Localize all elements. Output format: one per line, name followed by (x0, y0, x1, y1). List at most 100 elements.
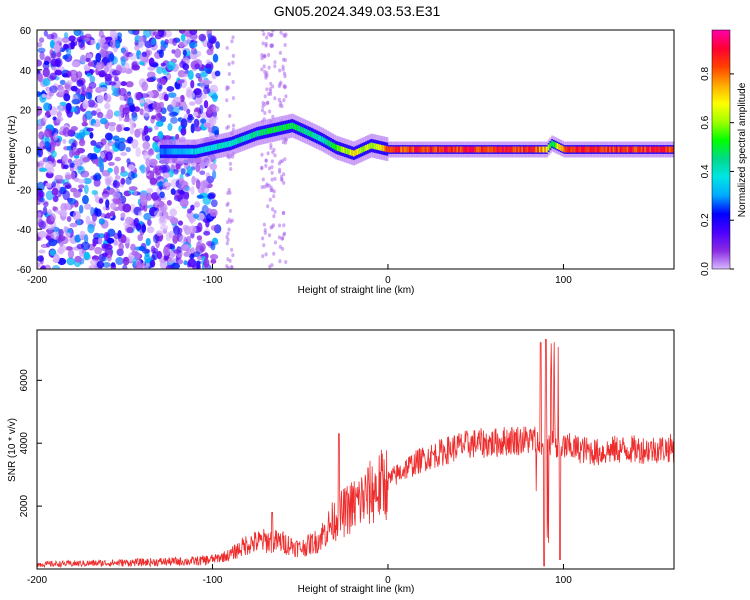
heatmap-cell (300, 126, 303, 133)
heatmap-cell (72, 146, 78, 152)
heatmap-cell (178, 235, 187, 244)
heatmap-cell (230, 218, 234, 223)
heatmap-cell (286, 123, 289, 130)
heatmap-cell (37, 146, 42, 156)
heatmap-cell (196, 194, 204, 199)
heatmap-cell (200, 118, 207, 124)
heatmap-cell (172, 234, 179, 244)
heatmap-cell (44, 128, 53, 138)
heatmap-cell (270, 165, 274, 170)
heatmap-cell (123, 221, 129, 227)
heatmap-cell (170, 188, 176, 195)
heatmap-cell (551, 140, 554, 147)
heatmap-cell (45, 190, 54, 201)
heatmap-cell (231, 154, 235, 159)
heatmap-cell (566, 146, 570, 153)
heatmap-cell (56, 159, 64, 164)
heatmap-cell (52, 195, 59, 203)
heatmap-cell (265, 87, 269, 92)
heatmap-cell (175, 148, 178, 155)
heatmap-cell (272, 126, 275, 133)
heatmap-cell (470, 146, 473, 153)
heatmap-cell (262, 54, 266, 59)
heatmap-cell (37, 72, 43, 83)
heatmap-cell (206, 48, 214, 56)
heatmap-cell (233, 139, 236, 146)
heatmap-cell (82, 156, 91, 163)
heatmap-cell (475, 146, 478, 153)
heatmap-cell (200, 147, 203, 154)
heatmap-cell (487, 146, 491, 153)
heatmap-cell (264, 163, 268, 168)
snr-frame (36, 329, 675, 570)
heatmap-cell (151, 38, 157, 46)
heatmap-cell (147, 127, 153, 133)
heatmap-cell (120, 56, 126, 67)
heatmap-cell (545, 146, 549, 153)
heatmap-cell (114, 175, 121, 180)
colorbar-label: Normalized spectral amplitude (737, 82, 748, 217)
heatmap-cell (37, 42, 43, 48)
heatmap-cell (287, 123, 291, 130)
heatmap-cell (107, 228, 116, 237)
heatmap-cell (258, 130, 261, 137)
heatmap-cell (45, 110, 51, 117)
heatmap-cell (182, 63, 190, 71)
heatmap-cell (296, 125, 299, 131)
heatmap-cell (330, 141, 333, 148)
heatmap-cell (184, 148, 187, 155)
heatmap-cell (152, 31, 161, 36)
heatmap-cell (278, 103, 282, 108)
heatmap-cell (284, 32, 288, 37)
x-tick-label: -200 (27, 275, 47, 286)
heatmap-cell (67, 158, 73, 164)
heatmap-cell (128, 189, 135, 195)
heatmap-cell (50, 150, 57, 158)
heatmap-cell (54, 174, 64, 182)
heatmap-cell (265, 73, 269, 78)
heatmap-cell (120, 151, 128, 156)
heatmap-cell (609, 146, 612, 153)
heatmap-cell (237, 137, 240, 144)
heatmap-cell (144, 40, 154, 49)
heatmap-cell (207, 193, 216, 200)
heatmap-cell (189, 30, 198, 35)
heatmap-cell (159, 148, 163, 155)
heatmap-cell (273, 60, 277, 65)
x-tick-label: -200 (27, 575, 47, 586)
heatmap-cell (43, 201, 49, 208)
heatmap-cell (128, 164, 136, 172)
heatmap-cell (260, 108, 265, 113)
heatmap-cell (244, 135, 247, 142)
heatmap-cell (558, 143, 561, 150)
colorbar-tick-label: 0.4 (700, 164, 711, 178)
heatmap-cell (70, 40, 75, 50)
heatmap-cell (552, 141, 556, 148)
x-tick-label: -100 (202, 275, 222, 286)
heatmap-cell (598, 146, 601, 153)
heatmap-cell (131, 112, 138, 122)
heatmap-cell (191, 175, 196, 186)
heatmap-cell (484, 146, 487, 153)
heatmap-cell (164, 181, 169, 187)
heatmap-cell (400, 146, 403, 153)
heatmap-cell (214, 144, 217, 151)
heatmap-cell (167, 257, 175, 264)
heatmap-cell (119, 95, 125, 101)
heatmap-cell (231, 96, 236, 101)
heatmap-cell (266, 53, 271, 58)
heatmap-cell (179, 198, 189, 208)
heatmap-cell (231, 80, 235, 85)
heatmap-cell (561, 145, 564, 152)
heatmap-cell (196, 260, 201, 269)
heatmap-cell (580, 146, 584, 153)
heatmap-cell (394, 146, 398, 153)
heatmap-cell (273, 126, 277, 133)
heatmap-cell (126, 226, 134, 234)
heatmap-cell (39, 51, 45, 61)
heatmap-cell (240, 136, 243, 143)
heatmap-cell (270, 32, 274, 37)
heatmap-cell (148, 57, 155, 67)
heatmap-cell (225, 98, 229, 103)
heatmap-cell (170, 116, 178, 124)
